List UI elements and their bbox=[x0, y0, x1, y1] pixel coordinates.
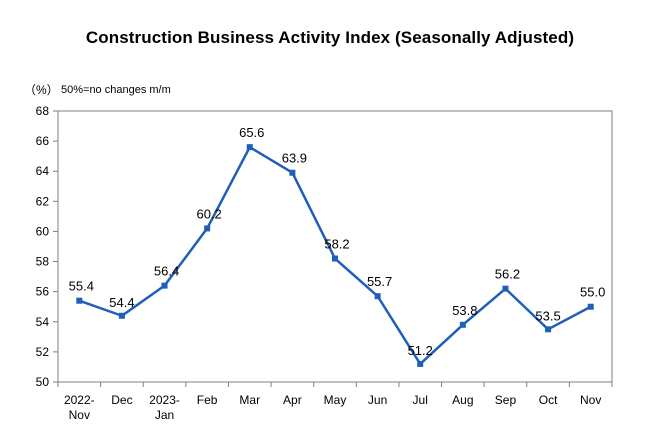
data-point-marker bbox=[246, 144, 253, 151]
data-label: 55.7 bbox=[367, 274, 392, 289]
data-label: 60.2 bbox=[196, 206, 221, 221]
y-axis-unit-label: （%） bbox=[24, 83, 59, 97]
y-tick-label: 60 bbox=[36, 224, 50, 238]
x-tick-label-line: Oct bbox=[539, 393, 558, 407]
x-tick-label: Dec bbox=[111, 393, 132, 407]
x-tick-label: Nov bbox=[580, 393, 601, 407]
series-line bbox=[78, 145, 592, 366]
x-tick-label-line: 2023- bbox=[149, 393, 180, 407]
x-tick-label-line: Nov bbox=[580, 393, 601, 407]
x-tick-label: May bbox=[324, 393, 347, 407]
x-tick-label-line: Apr bbox=[283, 393, 302, 407]
x-tick-label-line: 2022- bbox=[64, 393, 95, 407]
x-tick-label-line: Sep bbox=[495, 393, 517, 407]
x-tick-label-line: Jan bbox=[155, 408, 174, 422]
data-label: 53.5 bbox=[535, 308, 560, 323]
x-tick-label: Aug bbox=[452, 393, 473, 407]
x-tick-label-line: Jun bbox=[368, 393, 387, 407]
x-tick-label-line: Feb bbox=[197, 393, 218, 407]
data-point-marker bbox=[545, 326, 552, 333]
data-label: 58.2 bbox=[324, 237, 349, 252]
y-tick-label: 64 bbox=[36, 164, 50, 178]
data-label: 53.8 bbox=[452, 303, 477, 318]
y-tick-label: 66 bbox=[36, 134, 50, 148]
baseline-note: 50%=no changes m/m bbox=[61, 84, 171, 96]
data-label: 56.4 bbox=[154, 264, 179, 279]
x-tick-label-line: Jul bbox=[413, 393, 428, 407]
x-tick-label-line: Nov bbox=[69, 408, 90, 422]
y-tick-label: 56 bbox=[36, 285, 50, 299]
data-point-marker bbox=[417, 360, 424, 367]
data-point-marker bbox=[332, 255, 338, 262]
data-label: 55.0 bbox=[580, 285, 605, 300]
data-label: 54.4 bbox=[109, 295, 134, 310]
x-tick-label-line: Dec bbox=[111, 393, 132, 407]
y-tick-label: 62 bbox=[36, 194, 50, 208]
x-tick-label: 2023-Jan bbox=[149, 393, 180, 422]
data-point-marker bbox=[118, 312, 125, 319]
data-label: 63.9 bbox=[282, 151, 307, 166]
x-tick-label: Jun bbox=[368, 393, 387, 407]
data-point-marker bbox=[161, 282, 168, 289]
data-label: 55.4 bbox=[69, 279, 94, 294]
x-tick-label: Oct bbox=[539, 393, 558, 407]
y-tick-label: 54 bbox=[36, 315, 50, 329]
x-tick-label: Feb bbox=[197, 393, 218, 407]
y-tick-label: 52 bbox=[36, 345, 50, 359]
data-point-marker bbox=[289, 169, 296, 176]
data-point-marker bbox=[76, 297, 83, 304]
y-tick-label: 50 bbox=[36, 375, 50, 389]
x-tick-label: Apr bbox=[283, 393, 302, 407]
x-tick-label: 2022-Nov bbox=[64, 393, 95, 422]
data-point-marker bbox=[204, 225, 211, 232]
x-tick-label-line: Aug bbox=[452, 393, 473, 407]
data-point-marker bbox=[459, 321, 466, 328]
x-tick-label: Sep bbox=[495, 393, 517, 407]
x-tick-label-line: May bbox=[324, 393, 347, 407]
data-label: 56.2 bbox=[495, 267, 520, 282]
plot-frame bbox=[57, 110, 613, 383]
x-tick-label-line: Mar bbox=[239, 393, 260, 407]
data-label: 51.2 bbox=[408, 343, 433, 358]
data-point-marker bbox=[374, 293, 381, 300]
x-tick-label: Mar bbox=[239, 393, 260, 407]
y-tick-label: 58 bbox=[36, 255, 50, 269]
data-point-marker bbox=[587, 303, 594, 310]
y-tick-label: 68 bbox=[36, 104, 50, 118]
data-point-marker bbox=[502, 285, 509, 292]
chart-title: Construction Business Activity Index (Se… bbox=[85, 28, 575, 47]
x-tick-label: Jul bbox=[413, 393, 428, 407]
data-label: 65.6 bbox=[239, 125, 264, 140]
